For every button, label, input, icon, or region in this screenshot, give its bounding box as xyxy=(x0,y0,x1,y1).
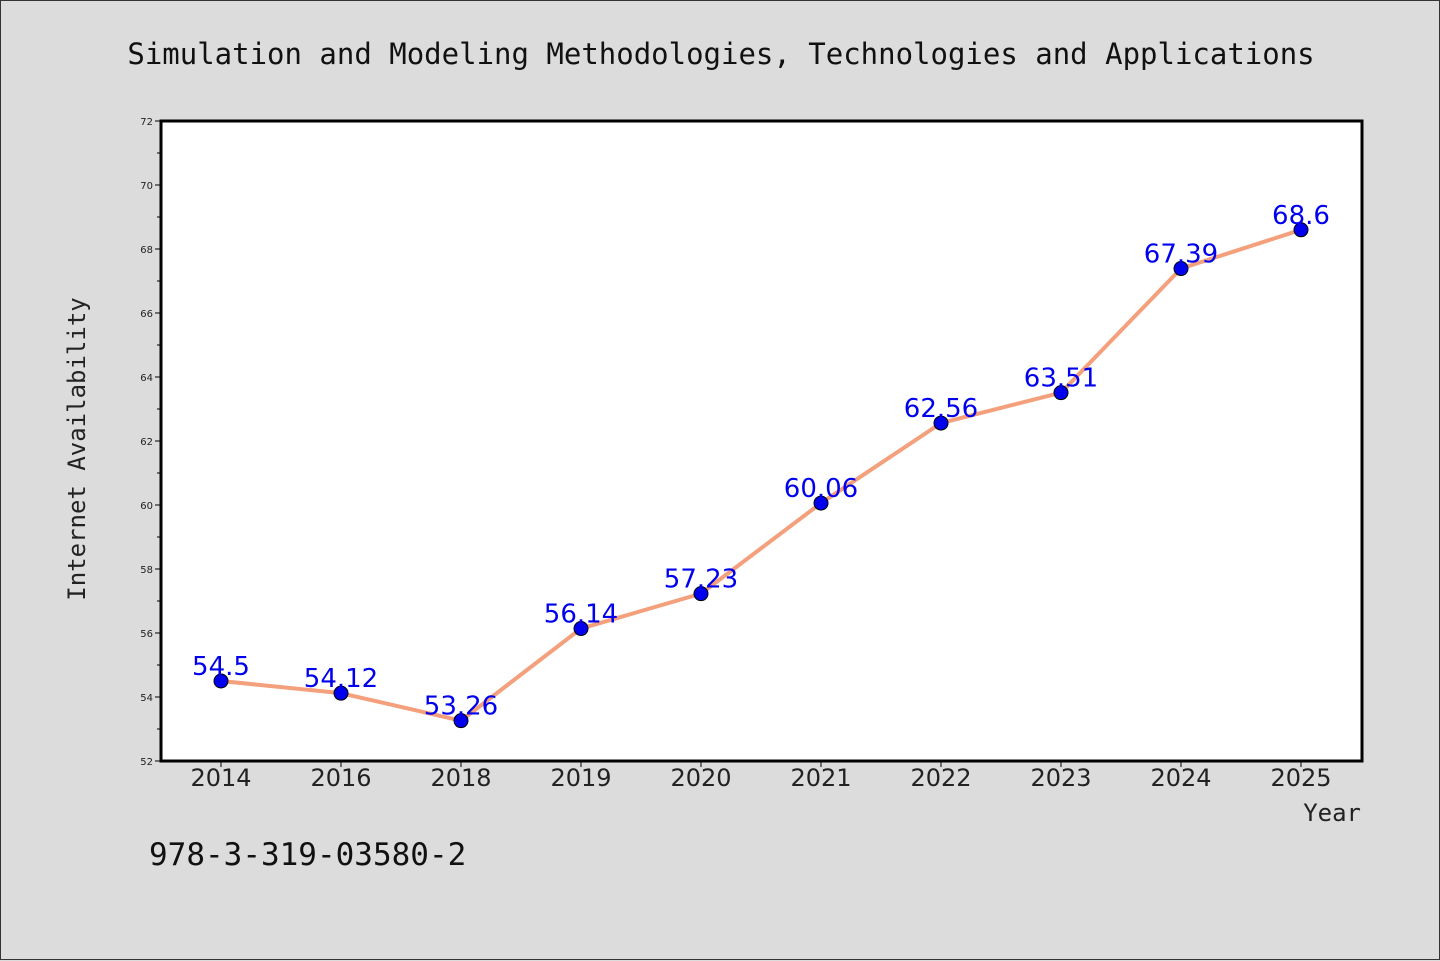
data-value-label: 68.6 xyxy=(1272,201,1330,231)
y-tick-label: 66 xyxy=(140,309,153,320)
x-tick-label: 2023 xyxy=(1030,764,1091,792)
data-point xyxy=(813,495,829,511)
x-axis-ticks: 2014 2016 2018 2019 2020 2021 2022 2023 2024 2025 xyxy=(190,761,1332,792)
data-value-label: 60.06 xyxy=(784,474,858,504)
data-value-label: 62.56 xyxy=(904,394,978,424)
data-point xyxy=(453,713,469,729)
plot-area xyxy=(159,119,1364,763)
data-point xyxy=(1293,222,1309,238)
y-axis-ticks: 52 54 56 58 60 62 64 66 68 70 72 xyxy=(140,117,161,768)
y-tick-label: 58 xyxy=(140,565,153,576)
y-tick-label: 72 xyxy=(140,117,153,128)
y-tick-label: 52 xyxy=(140,757,153,768)
x-axis-label: Year xyxy=(1303,799,1361,827)
x-tick-label: 2024 xyxy=(1150,764,1211,792)
y-tick-label: 62 xyxy=(140,437,153,448)
data-point xyxy=(213,673,229,689)
data-labels-group: 54.5 54.12 53.26 56.14 57.23 60.06 62.56 63.51 6… xyxy=(192,201,1330,722)
data-value-label: 67.39 xyxy=(1144,240,1218,270)
data-point xyxy=(693,586,709,602)
y-tick-label: 60 xyxy=(140,501,153,512)
x-tick-label: 2016 xyxy=(310,764,371,792)
isbn-footer: 978-3-319-03580-2 xyxy=(149,837,466,873)
chart-title: Simulation and Modeling Methodologies, T… xyxy=(127,37,1314,71)
y-tick-label: 56 xyxy=(140,629,153,640)
data-value-label: 53.26 xyxy=(424,692,498,722)
data-point xyxy=(1053,385,1069,401)
y-tick-label: 68 xyxy=(140,245,153,256)
y-tick-label: 54 xyxy=(140,693,153,704)
data-point xyxy=(1173,261,1189,277)
x-tick-label: 2025 xyxy=(1270,764,1331,792)
x-tick-label: 2018 xyxy=(430,764,491,792)
x-tick-label: 2014 xyxy=(190,764,251,792)
data-value-label: 57.23 xyxy=(664,565,738,595)
data-value-label: 56.14 xyxy=(544,600,618,630)
x-tick-label: 2021 xyxy=(790,764,851,792)
data-point xyxy=(573,621,589,637)
data-point xyxy=(333,685,349,701)
data-value-label: 54.12 xyxy=(304,664,378,694)
series-points-group xyxy=(213,222,1309,729)
data-point xyxy=(933,415,949,431)
x-tick-label: 2020 xyxy=(670,764,731,792)
data-value-label: 63.51 xyxy=(1024,364,1098,394)
y-tick-label: 70 xyxy=(140,181,153,192)
data-value-label: 54.5 xyxy=(192,652,250,682)
y-axis-label: Internet Availability xyxy=(63,297,91,600)
series-line xyxy=(220,227,1302,723)
series-line-group xyxy=(220,227,1302,723)
x-tick-label: 2022 xyxy=(910,764,971,792)
y-tick-label: 64 xyxy=(140,373,153,384)
x-tick-label: 2019 xyxy=(550,764,611,792)
